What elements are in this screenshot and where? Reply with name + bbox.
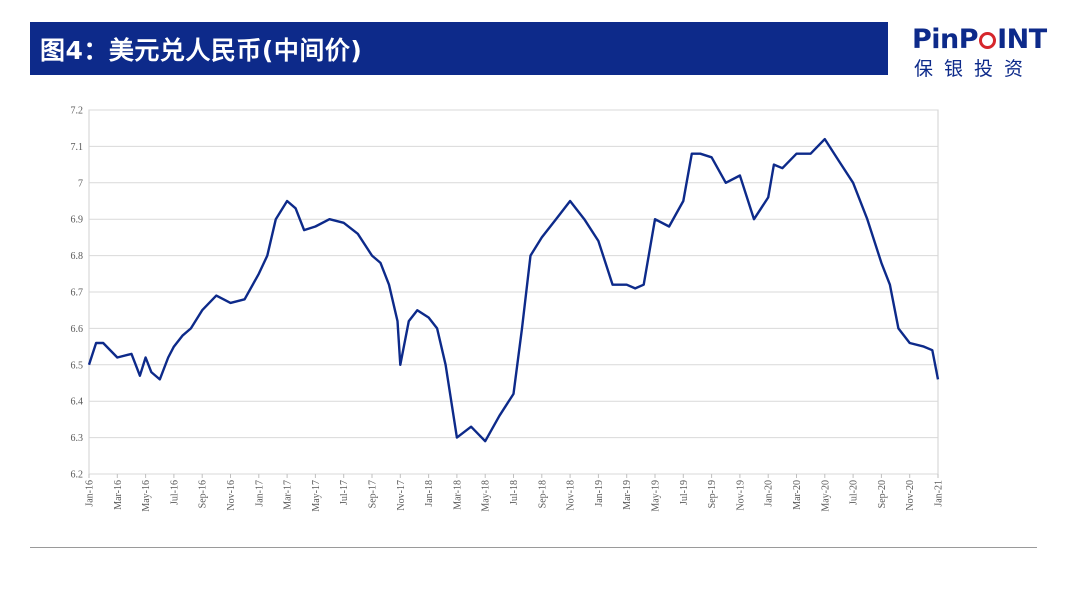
x-tick-label: Jul-20 (849, 480, 860, 505)
x-tick-label: Mar-19 (622, 480, 633, 510)
pinpoint-logo: PinP INT 保银投资 (912, 24, 1052, 80)
y-tick-label: 6.5 (71, 360, 84, 371)
x-axis-labels: Jan-16 Mar-16 May-16 Jul-16 Sep-16 Nov-16 Jan-… (85, 480, 945, 512)
y-tick-label: 7 (78, 178, 83, 189)
x-tick-label: Jul-18 (509, 480, 520, 505)
x-tick-label: Jul-17 (339, 480, 350, 505)
x-tick-label: Sep-18 (537, 480, 548, 508)
bottom-divider (30, 547, 1037, 548)
x-tick-label: May-17 (311, 480, 322, 512)
usd-cny-series-line (87, 137, 940, 443)
usd-cny-line-chart: 7.2 7.1 7 6.9 6.8 6.7 6.6 6.5 6.4 6.3 6.2 Jan-16 Ma… (71, 106, 945, 512)
x-tick-label: Mar-16 (113, 480, 124, 510)
title-bar: 图4：美元兑人民币(中间价) (30, 22, 888, 75)
x-tick-label: Sep-19 (707, 480, 718, 508)
y-tick-label: 6.7 (71, 288, 84, 299)
x-tick-label: Nov-17 (396, 480, 407, 511)
x-tick-label: Jan-16 (85, 480, 96, 507)
chart-grid (88, 109, 939, 478)
x-tick-label: Jan-21 (934, 480, 945, 507)
y-tick-label: 7.1 (71, 142, 84, 153)
y-tick-label: 6.2 (71, 470, 84, 481)
x-tick-label: Sep-20 (877, 480, 888, 508)
x-tick-label: Sep-16 (198, 480, 209, 508)
x-tick-label: Mar-20 (792, 480, 803, 510)
x-tick-label: Jan-20 (764, 480, 775, 507)
y-tick-label: 6.8 (71, 251, 84, 262)
x-tick-label: May-19 (651, 480, 662, 512)
y-tick-label: 6.9 (71, 215, 84, 226)
x-tick-label: Jan-19 (594, 480, 605, 507)
x-tick-label: Jul-19 (679, 480, 690, 505)
logo-wordmark: PinP INT (912, 24, 1047, 55)
y-tick-label: 6.4 (71, 397, 84, 408)
chart-container: 7.2 7.1 7 6.9 6.8 6.7 6.6 6.5 6.4 6.3 6.2 Jan-16 Ma… (30, 96, 1040, 541)
y-tick-label: 6.6 (71, 324, 84, 335)
logo-subtitle: 保银投资 (914, 58, 1035, 80)
y-axis-labels: 7.2 7.1 7 6.9 6.8 6.7 6.6 6.5 6.4 6.3 6.2 (71, 106, 84, 481)
x-tick-label: Sep-17 (368, 480, 379, 508)
chart-series (87, 137, 940, 443)
x-tick-label: Nov-18 (566, 480, 577, 511)
x-tick-label: Jan-17 (254, 480, 265, 507)
logo-o-icon (979, 32, 997, 49)
y-tick-label: 6.3 (71, 433, 84, 444)
x-tick-label: May-16 (141, 480, 152, 512)
x-tick-label: Nov-16 (226, 480, 237, 511)
x-tick-label: Nov-19 (735, 480, 746, 511)
x-tick-label: Jan-18 (424, 480, 435, 507)
x-tick-label: Nov-20 (905, 480, 916, 511)
logo-word-pre: PinP (912, 24, 979, 55)
x-tick-label: Mar-18 (452, 480, 463, 510)
x-tick-label: Jul-16 (169, 480, 180, 505)
logo-word-post: INT (997, 24, 1047, 55)
x-tick-label: May-18 (481, 480, 492, 512)
y-tick-label: 7.2 (71, 106, 84, 117)
x-tick-label: Mar-17 (283, 480, 294, 510)
x-tick-label: May-20 (820, 480, 831, 512)
page-title: 图4：美元兑人民币(中间价) (40, 35, 363, 65)
